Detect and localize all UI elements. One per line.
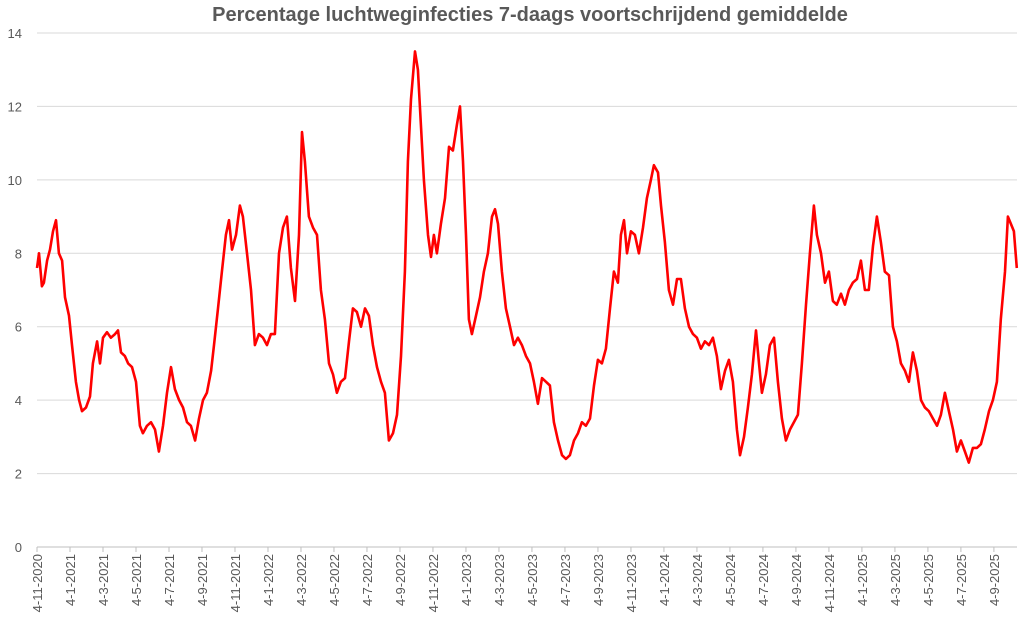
y-tick-label: 12 bbox=[8, 99, 22, 114]
x-tick-label: 4-11-2023 bbox=[624, 554, 639, 612]
x-tick-label: 4-1-2025 bbox=[855, 554, 870, 606]
x-tick-label: 4-1-2024 bbox=[657, 554, 672, 606]
x-tick-label: 4-7-2024 bbox=[756, 554, 771, 606]
x-tick-label: 4-11-2021 bbox=[228, 554, 243, 612]
x-tick-label: 4-9-2024 bbox=[789, 554, 804, 606]
x-tick-label: 4-3-2024 bbox=[690, 554, 705, 606]
x-tick-label: 4-3-2021 bbox=[96, 554, 111, 606]
x-tick-label: 4-3-2022 bbox=[294, 554, 309, 606]
x-tick-label: 4-1-2021 bbox=[63, 554, 78, 606]
y-tick-label: 2 bbox=[15, 467, 22, 482]
y-tick-label: 4 bbox=[15, 393, 22, 408]
x-tick-label: 4-7-2023 bbox=[558, 554, 573, 606]
y-tick-label: 14 bbox=[8, 26, 22, 41]
x-tick-label: 4-11-2022 bbox=[426, 554, 441, 612]
series-line bbox=[35, 50, 1019, 464]
x-tick-label: 4-11-2020 bbox=[30, 554, 45, 612]
x-tick-label: 4-5-2023 bbox=[525, 554, 540, 606]
chart-title: Percentage luchtweginfecties 7-daags voo… bbox=[212, 4, 848, 26]
x-tick-label: 4-7-2025 bbox=[954, 554, 969, 606]
x-tick-label: 4-11-2024 bbox=[822, 554, 837, 612]
x-tick-label: 4-3-2023 bbox=[492, 554, 507, 606]
x-tick-label: 4-1-2023 bbox=[459, 554, 474, 606]
x-tick-label: 4-9-2023 bbox=[591, 554, 606, 606]
x-tick-label: 4-9-2022 bbox=[393, 554, 408, 606]
x-axis-ticks: 4-11-2020 4-1-2021 4-3-2021 4-5-2021 4-7-202… bbox=[30, 547, 1002, 612]
x-tick-label: 4-5-2025 bbox=[921, 554, 936, 606]
x-tick-label: 4-7-2022 bbox=[360, 554, 375, 606]
y-axis-ticks: 0 2 4 6 8 10 12 14 bbox=[8, 26, 22, 555]
gridlines bbox=[37, 32, 1017, 548]
x-tick-label: 4-5-2022 bbox=[327, 554, 342, 606]
x-tick-label: 4-1-2022 bbox=[261, 554, 276, 606]
x-tick-label: 4-7-2021 bbox=[162, 554, 177, 606]
x-tick-label: 4-9-2021 bbox=[195, 554, 210, 606]
x-tick-label: 4-5-2021 bbox=[129, 554, 144, 606]
x-tick-label: 4-3-2025 bbox=[888, 554, 903, 606]
y-tick-label: 10 bbox=[8, 173, 22, 188]
y-tick-label: 6 bbox=[15, 320, 22, 335]
x-tick-label: 4-5-2024 bbox=[723, 554, 738, 606]
x-tick-label: 4-9-2025 bbox=[987, 554, 1002, 606]
y-tick-label: 8 bbox=[15, 246, 22, 261]
y-tick-label: 0 bbox=[15, 540, 22, 555]
